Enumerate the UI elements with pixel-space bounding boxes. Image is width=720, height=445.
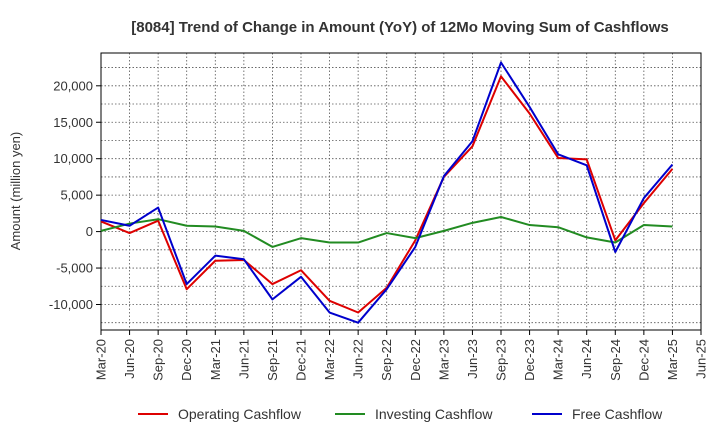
y-tick-label: 15,000 xyxy=(53,115,93,130)
legend-label: Free Cashflow xyxy=(572,406,663,422)
y-tick-label: -5,000 xyxy=(56,261,93,276)
x-axis-ticks: Mar-20 Jun-20 Sep-20 Dec-20 Mar-21 Jun-21 Sep-… xyxy=(94,330,709,381)
x-tick-label: Jun-21 xyxy=(236,339,251,379)
y-tick-label: 20,000 xyxy=(53,78,93,93)
x-tick-label: Mar-25 xyxy=(665,339,680,380)
y-tick-label: -10,000 xyxy=(49,297,93,312)
y-axis-label: Amount (million yen) xyxy=(8,132,23,251)
legend-label: Operating Cashflow xyxy=(178,406,302,422)
x-tick-label: Sep-21 xyxy=(265,339,280,381)
x-tick-label: Dec-23 xyxy=(522,339,537,381)
y-tick-label: 10,000 xyxy=(53,151,93,166)
x-tick-label: Mar-23 xyxy=(436,339,451,380)
grid-lines xyxy=(100,53,702,330)
x-tick-label: Dec-24 xyxy=(636,339,651,381)
x-tick-label: Jun-22 xyxy=(351,339,366,379)
x-tick-label: Dec-22 xyxy=(408,339,423,381)
legend-label: Investing Cashflow xyxy=(375,406,493,422)
x-tick-label: Sep-20 xyxy=(151,339,166,381)
x-tick-label: Jun-25 xyxy=(694,339,709,379)
y-axis-ticks: -10,000 -5,000 0 5,000 10,000 15,000 20,000 xyxy=(49,78,101,312)
legend-item-operating-cashflow: Operating Cashflow xyxy=(138,406,302,422)
legend: Operating Cashflow Investing Cashflow Free… xyxy=(138,406,663,422)
series-line-free-cashflow xyxy=(100,61,674,324)
x-tick-label: Sep-23 xyxy=(494,339,509,381)
x-tick-label: Jun-24 xyxy=(579,339,594,379)
x-tick-label: Mar-20 xyxy=(94,339,109,380)
x-tick-label: Dec-20 xyxy=(179,339,194,381)
x-tick-label: Mar-24 xyxy=(551,339,566,380)
x-tick-label: Mar-21 xyxy=(208,339,223,380)
x-tick-label: Mar-22 xyxy=(322,339,337,380)
y-tick-label: 0 xyxy=(86,224,93,239)
legend-item-free-cashflow: Free Cashflow xyxy=(532,406,663,422)
x-tick-label: Jun-20 xyxy=(122,339,137,379)
series-line-investing-cashflow xyxy=(100,216,673,248)
chart-title: [8084] Trend of Change in Amount (YoY) o… xyxy=(131,19,669,36)
x-tick-label: Jun-23 xyxy=(465,339,480,379)
plot-area-frame xyxy=(100,52,702,331)
legend-item-investing-cashflow: Investing Cashflow xyxy=(335,406,493,422)
x-tick-label: Dec-21 xyxy=(294,339,309,381)
x-tick-label: Sep-22 xyxy=(379,339,394,381)
x-tick-label: Sep-24 xyxy=(608,339,623,381)
series-lines xyxy=(100,61,674,324)
y-tick-label: 5,000 xyxy=(60,188,93,203)
